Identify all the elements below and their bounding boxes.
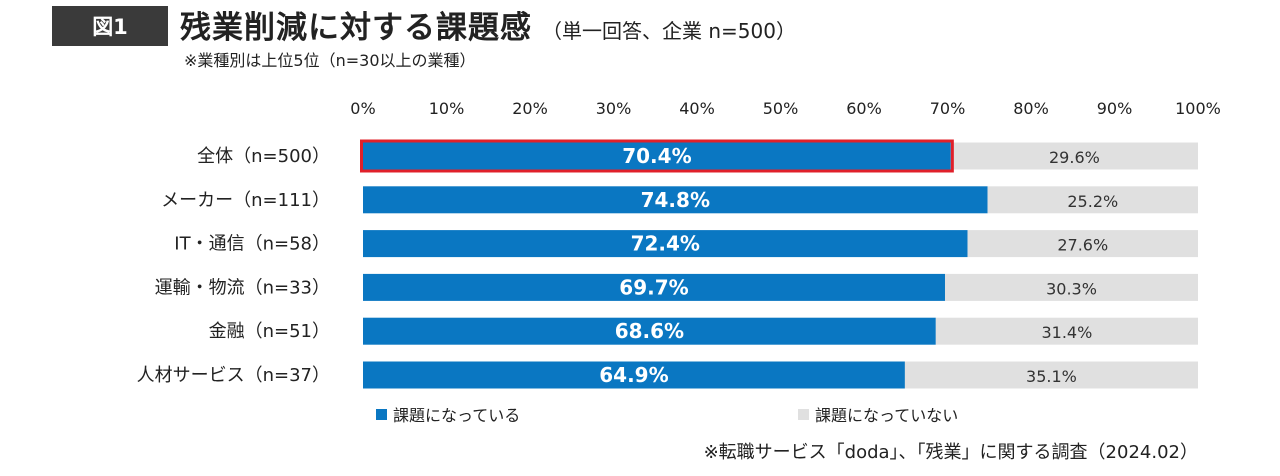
category-label: 人材サービス（n=37） <box>137 365 330 386</box>
bar-segment-yes <box>363 273 945 301</box>
source-note: ※転職サービス「doda」、「残業」に関する調査（2024.02） <box>703 442 1198 463</box>
x-tick-label: 50% <box>763 99 799 118</box>
data-label-yes: 68.6% <box>615 319 684 343</box>
x-tick-label: 90% <box>1097 99 1133 118</box>
legend-swatch-yes <box>376 408 387 420</box>
category-label: IT・通信（n=58） <box>174 234 330 255</box>
legend-label-yes: 課題になっている <box>393 406 521 425</box>
bar-segment-no <box>935 317 1198 345</box>
chart-subtitle: ※業種別は上位5位（n=30以上の業種） <box>184 51 476 70</box>
legend-label-no: 課題になっていない <box>815 406 959 425</box>
chart-title-note: （単一回答、企業 n=500） <box>542 19 796 43</box>
legend-item-yes: 課題になっている <box>376 402 520 426</box>
bar-segment-no <box>967 230 1198 258</box>
x-tick-label: 10% <box>429 99 465 118</box>
data-label-no: 29.6% <box>1049 148 1100 167</box>
legend-swatch-no <box>798 408 809 420</box>
bar-segment-yes <box>363 186 988 214</box>
data-label-yes: 69.7% <box>619 275 688 299</box>
data-label-yes: 64.9% <box>599 363 668 387</box>
data-label-no: 30.3% <box>1046 279 1097 298</box>
data-label-yes: 72.4% <box>631 232 700 256</box>
x-tick-label: 20% <box>512 99 548 118</box>
data-label-yes: 70.4% <box>622 144 691 168</box>
x-tick-label: 30% <box>596 99 632 118</box>
bar-segment-no <box>944 273 1198 301</box>
bar-segment-no <box>904 361 1198 389</box>
category-label: 金融（n=51） <box>209 321 330 342</box>
x-tick-label: 40% <box>679 99 715 118</box>
data-label-no: 35.1% <box>1026 367 1077 386</box>
x-tick-label: 100% <box>1175 99 1221 118</box>
chart-title: 残業削減に対する課題感 （単一回答、企業 n=500） <box>180 2 796 47</box>
figure-badge: 図1 <box>52 6 168 46</box>
bar-segment-yes <box>363 317 936 345</box>
chart-title-main: 残業削減に対する課題感 <box>180 10 532 46</box>
bar-segment-no <box>987 186 1198 214</box>
x-tick-label: 80% <box>1013 99 1049 118</box>
bar-segment-yes <box>363 142 951 170</box>
data-label-no: 25.2% <box>1067 192 1118 211</box>
data-label-no: 31.4% <box>1041 323 1092 342</box>
data-label-yes: 74.8% <box>641 188 710 212</box>
x-tick-label: 60% <box>846 99 882 118</box>
category-label: 全体（n=500） <box>197 146 330 167</box>
bar-segment-yes <box>363 361 905 389</box>
legend-item-no: 課題になっていない <box>798 402 958 426</box>
highlight-box <box>360 139 954 173</box>
data-label-no: 27.6% <box>1057 236 1108 255</box>
category-label: メーカー（n=111） <box>161 190 330 211</box>
bar-segment-yes <box>363 230 968 258</box>
x-tick-label: 70% <box>930 99 966 118</box>
category-label: 運輸・物流（n=33） <box>155 277 330 298</box>
bar-segment-no <box>950 142 1198 170</box>
x-tick-label: 0% <box>350 99 375 118</box>
